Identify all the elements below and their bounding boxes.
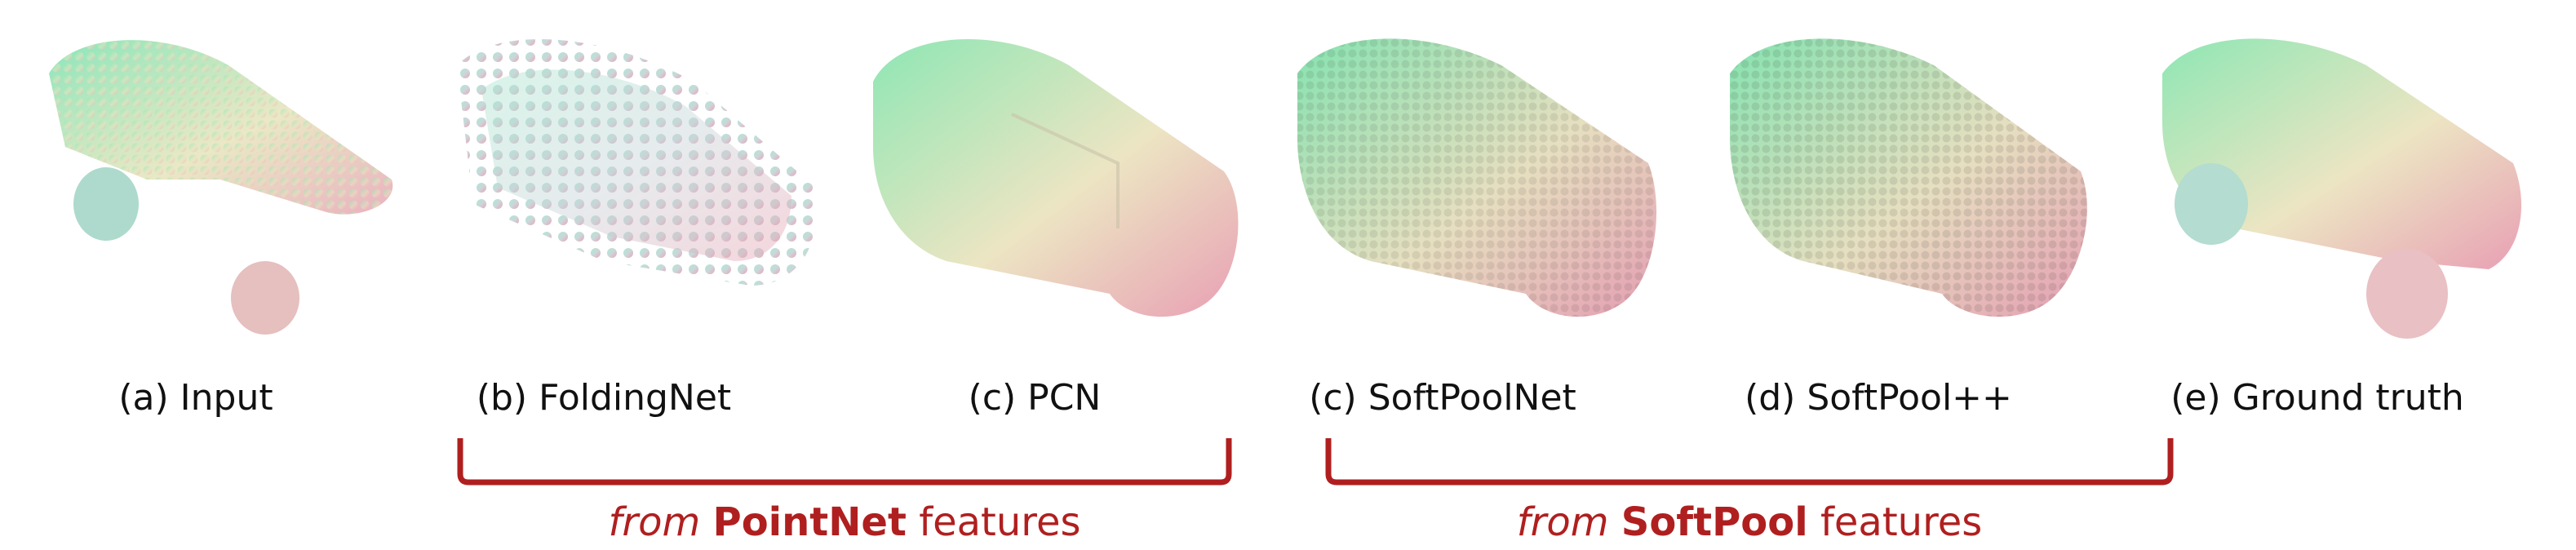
- car-pointcloud-groundtruth: [2162, 38, 2521, 339]
- group-label-pointnet: from PointNet features: [608, 499, 1080, 545]
- group-label-softpool: from SoftPool features: [1517, 499, 1983, 545]
- caption-input: (a) Input: [118, 377, 273, 419]
- caption-pcn: (c) PCN: [968, 377, 1102, 419]
- group-method: PointNet: [712, 499, 907, 545]
- panel-pcn-image: [849, 16, 1257, 359]
- bracket-softpool: [1325, 437, 2174, 486]
- group-prefix: from: [608, 499, 701, 545]
- panel-groundtruth-image: [2138, 16, 2546, 359]
- caption-groundtruth: (e) Ground truth: [2170, 377, 2464, 419]
- panel-softpoolnet-image: [1273, 16, 1681, 359]
- panel-input-image: [16, 16, 424, 359]
- caption-softpoolpp: (d) SoftPool++: [1745, 377, 2012, 419]
- car-pointcloud-foldingnet: [457, 38, 818, 286]
- bracket-pointnet: [457, 437, 1232, 486]
- panel-foldingnet-image: [424, 16, 832, 359]
- car-pointcloud-softpoolpp: [1730, 38, 2087, 317]
- group-method: SoftPool: [1621, 499, 1808, 545]
- car-pointcloud-input: [49, 40, 393, 335]
- group-prefix: from: [1516, 499, 1609, 545]
- caption-foldingnet: (b) FoldingNet: [476, 377, 732, 419]
- car-pointcloud-pcn: [873, 38, 1239, 317]
- car-pointcloud-softpoolnet: [1297, 38, 1656, 317]
- caption-softpoolnet: (c) SoftPoolNet: [1309, 377, 1576, 419]
- group-suffix: features: [1820, 499, 1983, 545]
- panel-softpoolpp-image: [1697, 16, 2105, 359]
- group-suffix: features: [919, 499, 1081, 545]
